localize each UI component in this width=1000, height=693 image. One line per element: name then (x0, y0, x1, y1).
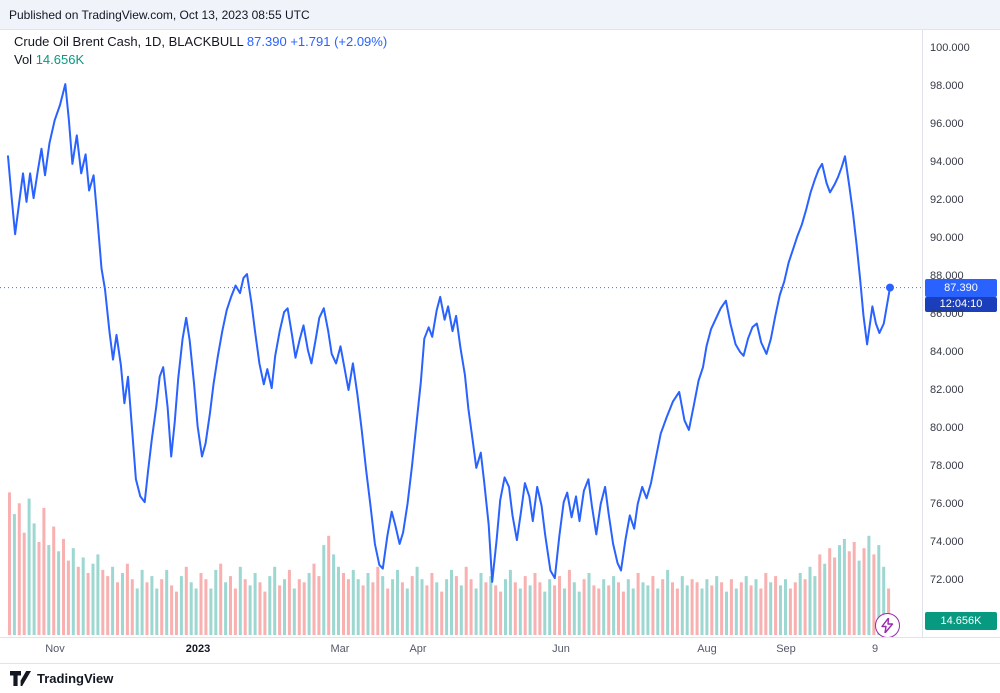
symbol-title[interactable]: Crude Oil Brent Cash, 1D, BLACKBULL (14, 34, 244, 49)
price-tick: 86.000 (930, 308, 964, 320)
volume-value: 14.656K (35, 52, 85, 67)
price-tick: 88.000 (930, 270, 964, 282)
chart-region: Crude Oil Brent Cash, 1D, BLACKBULL 87.3… (0, 30, 1000, 638)
price-tick: 96.000 (930, 118, 964, 130)
time-tick: 2023 (185, 643, 211, 655)
published-text: Published on TradingView.com, Oct 13, 20… (9, 7, 310, 22)
price-tick: 72.000 (930, 574, 964, 586)
time-tick: Aug (697, 643, 717, 655)
quick-trade-button[interactable] (875, 613, 900, 638)
bar-countdown-badge: 12:04:10 (925, 296, 997, 312)
legend-line1: Crude Oil Brent Cash, 1D, BLACKBULL 87.3… (14, 33, 387, 51)
last-price-badge: 87.390 (925, 278, 997, 297)
price-tick: 76.000 (930, 498, 964, 510)
price-tick: 98.000 (930, 80, 964, 92)
time-tick: Mar (330, 643, 350, 655)
price-tick: 100.000 (930, 42, 970, 54)
price-tick: 74.000 (930, 536, 964, 548)
footer-bar: TradingView (0, 663, 1000, 693)
time-tick: Nov (45, 643, 65, 655)
last-price-badge-value: 87.390 (944, 281, 978, 294)
price-tick: 80.000 (930, 422, 964, 434)
time-tick: Apr (409, 643, 427, 655)
price-chart-svg (0, 83, 922, 636)
time-tick: 9 (871, 643, 879, 655)
bar-countdown-value: 12:04:10 (939, 298, 983, 311)
volume-badge-value: 14.656K (940, 615, 982, 627)
price-axis[interactable]: 87.390 12:04:10 14.656K 100.000 98.000 96.… (922, 30, 1000, 637)
symbol-legend[interactable]: Crude Oil Brent Cash, 1D, BLACKBULL 87.3… (14, 33, 387, 69)
time-tick: Jun (552, 643, 570, 655)
last-price: 87.390 (246, 34, 287, 49)
published-bar: Published on TradingView.com, Oct 13, 20… (0, 0, 1000, 30)
lightning-icon (881, 618, 894, 633)
legend-line2: Vol 14.656K (14, 51, 387, 69)
time-tick: Sep (776, 643, 796, 655)
tradingview-logo-text: TradingView (37, 671, 114, 686)
time-axis[interactable]: Nov 2023 Mar Apr Jun Aug Sep 9 (0, 637, 1000, 663)
volume-badge: 14.656K (925, 612, 997, 630)
price-change: +1.791 (290, 34, 331, 49)
price-tick: 94.000 (930, 156, 964, 168)
volume-label: Vol (14, 52, 33, 67)
price-tick: 78.000 (930, 460, 964, 472)
price-tick: 92.000 (930, 194, 964, 206)
price-tick: 82.000 (930, 384, 964, 396)
price-tick: 90.000 (930, 232, 964, 244)
chart-canvas[interactable]: Crude Oil Brent Cash, 1D, BLACKBULL 87.3… (0, 30, 922, 638)
price-change-pct: (+2.09%) (334, 34, 388, 49)
tradingview-logo[interactable]: TradingView (10, 671, 113, 686)
tradingview-logo-icon (10, 671, 31, 686)
price-tick: 84.000 (930, 346, 964, 358)
